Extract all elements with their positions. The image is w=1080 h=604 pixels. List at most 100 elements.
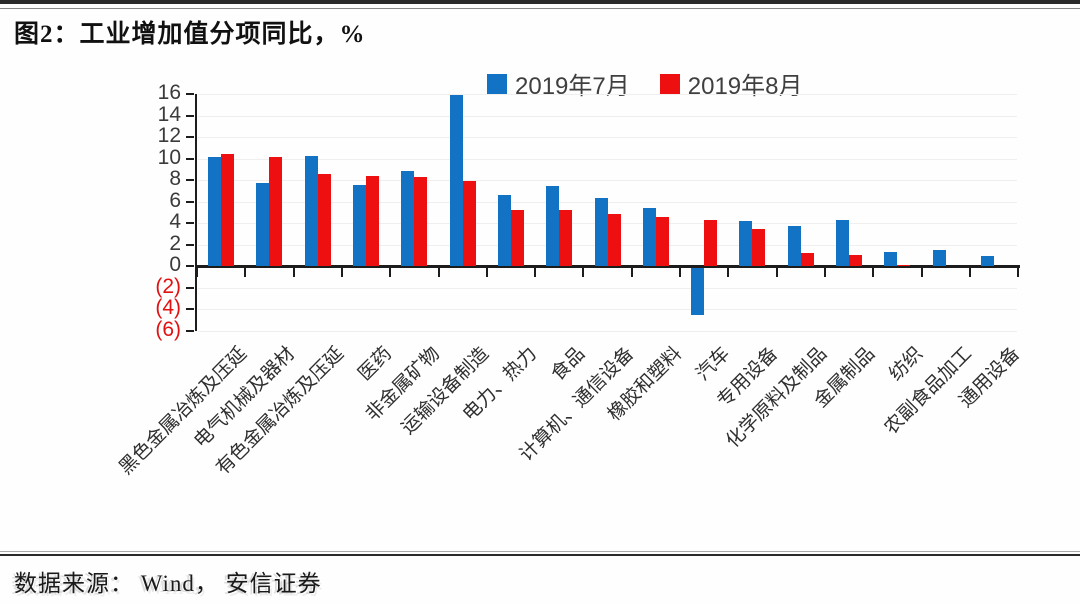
x-tick-mark [1017, 268, 1019, 277]
bar-aug-2 [318, 173, 331, 266]
bar-jul-1 [256, 183, 269, 267]
x-tick-mark [969, 268, 971, 277]
chart-legend: 2019年7月 2019年8月 [487, 66, 803, 101]
legend-label-jul: 2019年7月 [515, 73, 630, 100]
bar-aug-9 [656, 216, 669, 266]
gridline [198, 116, 1018, 117]
y-tick-label: 6 [169, 188, 181, 212]
bar-aug-6 [511, 210, 524, 267]
bar-jul-7 [546, 186, 559, 267]
gridline [198, 94, 1018, 95]
y-tick-label: 12 [157, 124, 181, 147]
x-tick-mark [389, 268, 391, 277]
x-category-label: 医药 [354, 343, 397, 386]
bar-aug-10 [704, 219, 717, 266]
y-tick-mark [186, 200, 194, 203]
gridline [198, 180, 1018, 181]
bar-jul-0 [208, 157, 221, 267]
y-tick-mark [186, 243, 194, 246]
bar-aug-5 [463, 181, 476, 267]
x-category-label: 纺织 [885, 343, 928, 386]
y-tick-label: 8 [169, 167, 181, 190]
x-tick-mark [486, 268, 488, 277]
y-tick-mark [186, 114, 194, 117]
bar-jul-11 [739, 220, 752, 266]
legend-swatch-aug-icon [659, 73, 680, 94]
x-axis-line [195, 265, 1021, 268]
gridline [198, 137, 1018, 138]
x-tick-mark [631, 268, 633, 277]
y-tick-mark [186, 286, 194, 289]
y-tick-mark [186, 157, 194, 160]
x-tick-mark [196, 268, 198, 277]
x-tick-mark [293, 268, 295, 277]
bar-aug-13 [849, 255, 862, 267]
bar-aug-0 [221, 154, 234, 267]
y-tick-label: 16 [157, 81, 181, 104]
gridline [198, 331, 1018, 332]
y-tick-label: 10 [157, 145, 181, 169]
x-tick-mark [534, 268, 536, 277]
y-tick-mark [186, 308, 194, 310]
bar-aug-12 [801, 253, 814, 267]
bar-jul-13 [836, 219, 849, 266]
bar-jul-15 [933, 249, 946, 266]
bar-jul-2 [305, 156, 318, 267]
y-tick-mark [186, 93, 194, 95]
footer-divider-thick [0, 554, 1080, 556]
bar-jul-8 [595, 198, 608, 267]
y-tick-mark [186, 179, 194, 181]
gridline [198, 288, 1018, 289]
data-source-text: 数据来源： Wind， 安信证券 [14, 571, 322, 596]
bar-jul-6 [498, 195, 511, 267]
bar-aug-14 [897, 264, 910, 266]
y-tick-mark [186, 265, 194, 267]
bar-jul-14 [884, 252, 897, 267]
x-category-label: 汽车 [692, 343, 735, 386]
footer-divider-thin [0, 551, 1080, 552]
x-tick-mark [679, 268, 681, 277]
x-tick-mark [438, 268, 440, 277]
y-tick-label: (6) [155, 317, 181, 341]
gridline [198, 309, 1018, 310]
x-tick-mark [824, 268, 826, 277]
x-category-label: 食品 [547, 343, 590, 386]
legend-swatch-jul-icon [487, 73, 507, 94]
y-tick-mark [186, 329, 194, 332]
x-tick-mark [921, 268, 923, 277]
bar-jul-4 [401, 171, 414, 267]
legend-item-jul: 2019年7月 [487, 66, 630, 101]
bar-jul-12 [788, 226, 801, 267]
bar-aug-4 [414, 176, 427, 266]
y-tick-label: 14 [157, 102, 181, 126]
figure-title: 图2：工业增加值分项同比，% [14, 21, 366, 48]
y-tick-label: 2 [169, 231, 181, 255]
y-axis-line [195, 94, 197, 331]
y-tick-label: (2) [155, 274, 181, 298]
y-tick-label: 0 [169, 253, 181, 276]
bar-aug-1 [269, 157, 282, 267]
legend-label-aug: 2019年8月 [687, 73, 803, 100]
y-tick-label: (4) [155, 296, 181, 319]
y-tick-label: 4 [169, 210, 181, 233]
x-tick-mark [776, 268, 778, 277]
x-tick-mark [872, 268, 874, 277]
x-tick-mark [244, 268, 246, 277]
y-tick-mark [186, 136, 194, 138]
top-divider-thin [0, 8, 1080, 9]
bar-jul-5 [450, 95, 463, 267]
bar-jul-16 [981, 256, 994, 267]
bar-jul-3 [353, 185, 366, 267]
bar-aug-8 [608, 214, 621, 267]
x-tick-mark [341, 268, 343, 277]
y-tick-mark [186, 222, 194, 224]
x-tick-mark [582, 268, 584, 277]
bar-jul-9 [643, 207, 656, 266]
bar-jul-10 [691, 268, 704, 315]
bar-aug-11 [752, 229, 765, 267]
gridline [198, 159, 1018, 160]
bar-aug-3 [366, 175, 379, 266]
x-tick-mark [727, 268, 729, 277]
top-divider-thick [0, 0, 1080, 4]
